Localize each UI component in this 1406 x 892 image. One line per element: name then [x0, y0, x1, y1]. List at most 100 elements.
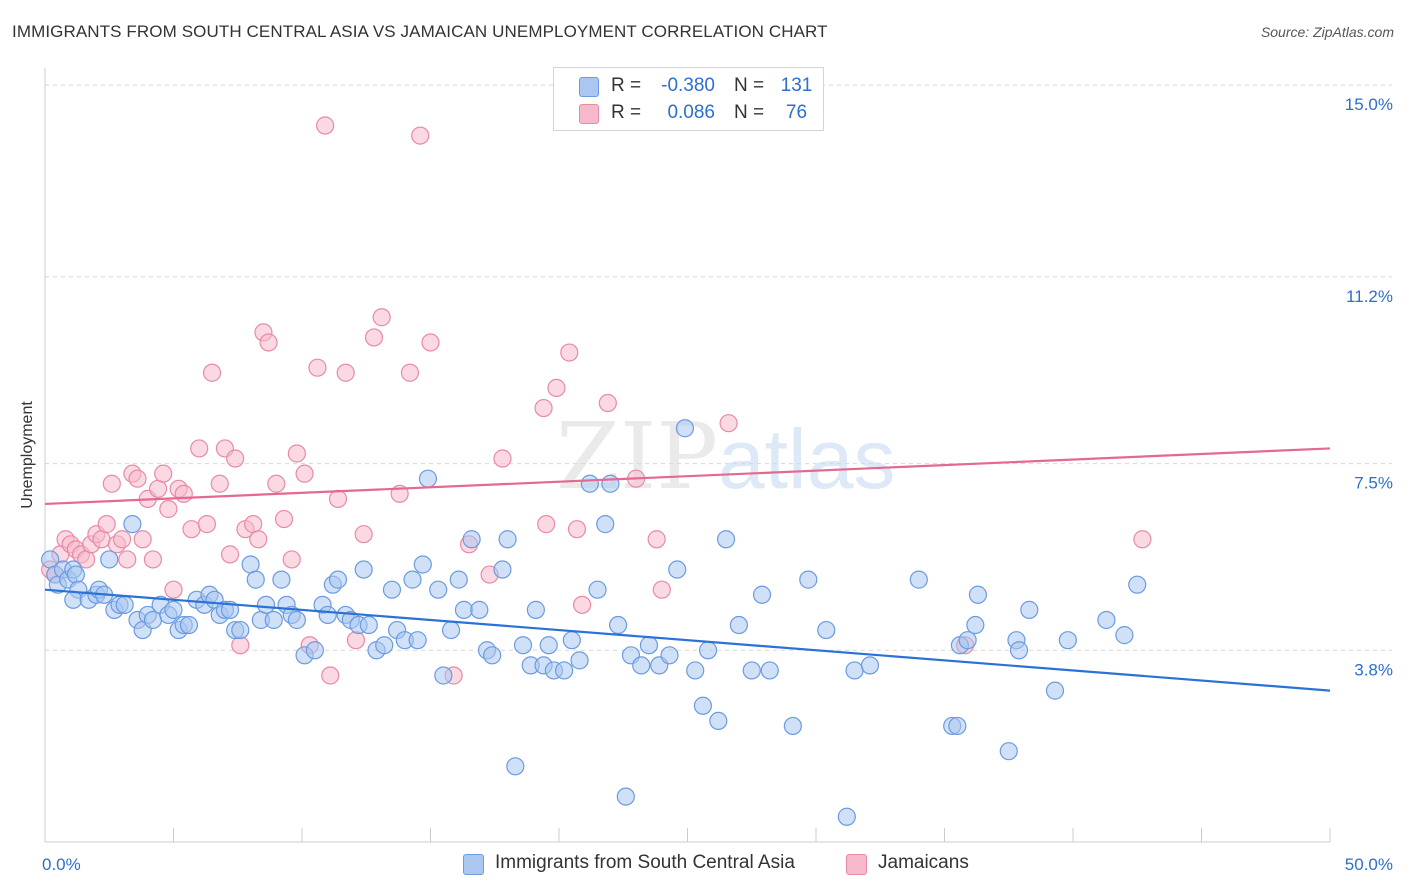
point-jamaicans — [143, 550, 163, 569]
point-immigrants — [845, 661, 864, 680]
point-immigrants — [1128, 575, 1147, 594]
watermark-atlas: atlas — [718, 412, 895, 506]
point-jamaicans — [202, 363, 222, 382]
point-immigrants — [817, 620, 836, 640]
point-jamaicans — [148, 479, 168, 498]
point-immigrants — [454, 600, 474, 619]
point-jamaicans — [244, 515, 263, 534]
legend-r-label: R = — [611, 75, 642, 96]
x-tick-label: 50.0% — [1345, 855, 1393, 874]
point-jamaicans — [354, 525, 373, 544]
point-jamaicans — [328, 489, 348, 508]
watermark-zip: ZIP — [556, 403, 718, 510]
point-jamaicans — [1133, 530, 1152, 549]
point-immigrants — [470, 600, 489, 619]
point-jamaicans — [598, 393, 617, 413]
point-jamaicans — [411, 126, 430, 145]
point-immigrants — [164, 600, 183, 619]
point-immigrants — [359, 615, 378, 635]
point-immigrants — [506, 757, 525, 776]
point-immigrants — [948, 716, 967, 736]
point-jamaicans — [336, 363, 355, 382]
trend-line-jamaicans — [44, 447, 1331, 506]
point-jamaicans — [493, 449, 512, 468]
point-immigrants — [555, 661, 574, 680]
legend-r-value: 0.086 — [667, 102, 715, 123]
point-immigrants — [570, 651, 589, 670]
point-jamaicans — [231, 636, 250, 655]
point-jamaicans — [364, 328, 384, 347]
point-jamaicans — [372, 308, 391, 327]
point-immigrants — [698, 641, 718, 660]
point-immigrants — [958, 631, 977, 650]
point-jamaicans — [316, 116, 335, 135]
x-tick-label: 0.0% — [42, 855, 81, 874]
trend-lines — [44, 447, 1331, 692]
point-jamaicans — [182, 520, 201, 539]
series-swatch-pink — [846, 854, 867, 875]
point-immigrants — [318, 605, 337, 625]
gridlines — [45, 84, 1392, 651]
point-immigrants — [264, 610, 283, 630]
point-jamaicans — [274, 509, 294, 529]
point-jamaicans — [174, 484, 193, 503]
point-immigrants — [632, 656, 651, 675]
point-jamaicans — [226, 449, 245, 468]
point-immigrants — [966, 615, 985, 635]
chart-title: IMMIGRANTS FROM SOUTH CENTRAL ASIA VS JA… — [12, 22, 828, 41]
point-jamaicans — [220, 545, 240, 564]
point-jamaicans — [92, 530, 111, 549]
point-immigrants — [179, 615, 199, 635]
point-immigrants — [241, 555, 260, 574]
point-jamaicans — [647, 530, 666, 549]
point-jamaicans — [287, 444, 306, 463]
point-jamaicans — [652, 580, 671, 599]
point-jamaicans — [282, 550, 301, 569]
point-immigrants — [601, 474, 620, 493]
y-tick-label: 3.8% — [1354, 660, 1393, 679]
source-credit: Source: ZipAtlas.com — [1260, 24, 1394, 40]
point-immigrants — [968, 585, 988, 604]
point-immigrants — [418, 469, 438, 488]
data-points — [41, 116, 1152, 826]
series-name-immigrants: Immigrants from South Central Asia — [495, 852, 795, 873]
axes — [44, 68, 1331, 843]
point-immigrants — [909, 570, 928, 589]
point-jamaicans — [190, 439, 209, 458]
point-immigrants — [462, 530, 481, 549]
point-immigrants — [64, 590, 83, 609]
point-immigrants — [588, 580, 607, 599]
point-jamaicans — [346, 631, 366, 650]
point-immigrants — [115, 595, 134, 614]
point-immigrants — [668, 560, 687, 579]
point-immigrants — [246, 570, 265, 589]
point-immigrants — [752, 585, 772, 604]
point-immigrants — [742, 661, 761, 680]
correlation-legend: R = -0.380 N = 131 R = 0.086 N = 76 — [553, 67, 824, 131]
series-swatch-blue — [463, 854, 484, 875]
point-immigrants — [328, 570, 348, 589]
point-immigrants — [596, 515, 615, 534]
point-immigrants — [408, 631, 427, 650]
point-immigrants — [1097, 610, 1116, 630]
point-immigrants — [498, 530, 517, 549]
point-jamaicans — [573, 595, 592, 614]
point-immigrants — [616, 787, 635, 806]
point-jamaicans — [128, 469, 147, 488]
point-immigrants — [729, 615, 749, 635]
point-immigrants — [1045, 681, 1065, 700]
point-jamaicans — [210, 474, 229, 493]
point-jamaicans — [267, 474, 286, 493]
point-immigrants — [860, 656, 880, 675]
point-jamaicans — [197, 515, 217, 534]
point-immigrants — [693, 696, 713, 715]
point-jamaicans — [159, 499, 178, 519]
y-tick-label: 11.2% — [1346, 287, 1393, 306]
y-tick-label: 15.0% — [1345, 95, 1393, 114]
point-immigrants — [413, 555, 432, 574]
point-immigrants — [539, 636, 558, 655]
point-immigrants — [375, 636, 394, 655]
point-immigrants — [434, 666, 453, 685]
point-immigrants — [231, 620, 250, 640]
